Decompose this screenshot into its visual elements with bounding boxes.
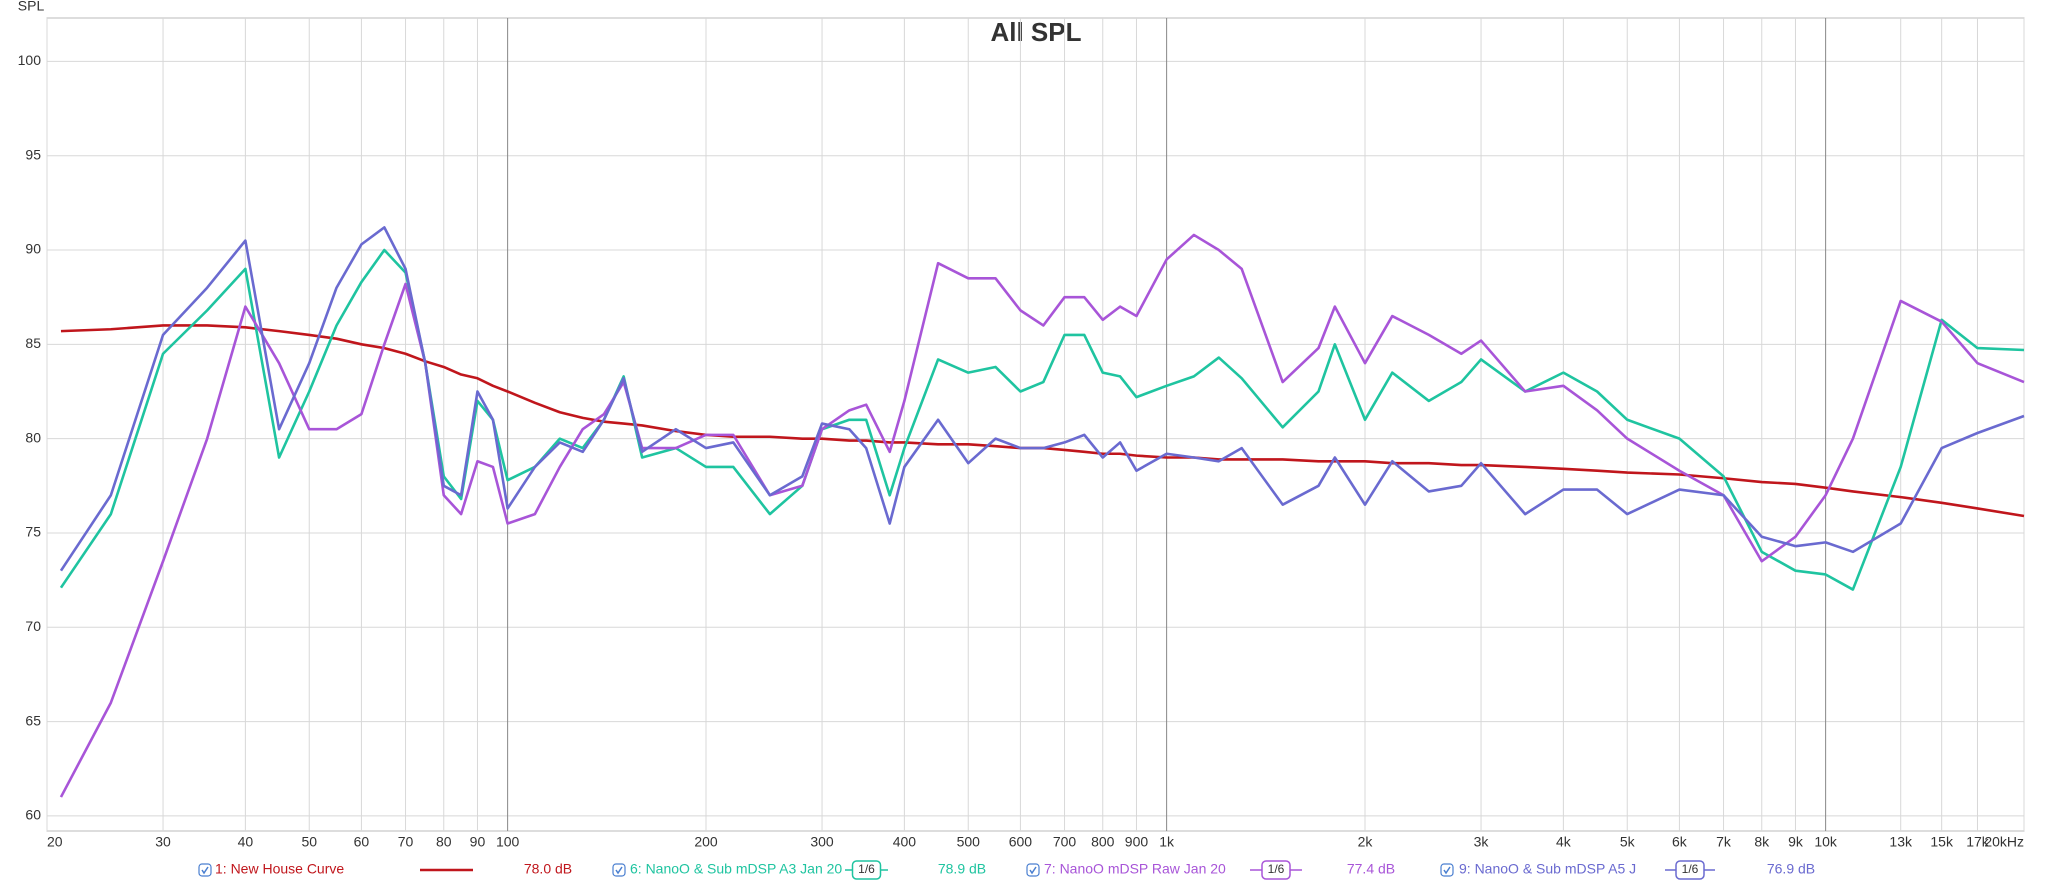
y-tick-label: 65 bbox=[25, 712, 41, 728]
x-tick-label: 7k bbox=[1716, 834, 1732, 850]
smoothing-button[interactable] bbox=[1261, 860, 1291, 880]
x-tick-label: 90 bbox=[470, 834, 486, 850]
x-tick-label: 1k bbox=[1159, 834, 1175, 850]
x-tick-label: 13k bbox=[1889, 834, 1913, 850]
checkmark bbox=[1443, 866, 1451, 875]
legend-level: 78.0 dB bbox=[524, 861, 572, 877]
legend-checkbox[interactable] bbox=[198, 863, 212, 877]
legend-checkbox[interactable] bbox=[1440, 863, 1454, 877]
legend-level: 76.9 dB bbox=[1767, 861, 1815, 877]
x-tick-label: 4k bbox=[1556, 834, 1572, 850]
x-tick-label: 900 bbox=[1125, 834, 1149, 850]
series-line bbox=[60, 324, 2025, 518]
smoothing-button[interactable] bbox=[851, 860, 882, 880]
x-tick-label: 30 bbox=[155, 834, 171, 850]
y-tick-label: 60 bbox=[25, 807, 41, 823]
series-line bbox=[59, 226, 2025, 572]
x-tick-label: 15k bbox=[1930, 834, 1954, 850]
x-tick-label: 70 bbox=[398, 834, 414, 850]
legend-label[interactable]: 7: NanoO mDSP Raw Jan 20 bbox=[1044, 861, 1226, 877]
legend-checkbox[interactable] bbox=[612, 863, 626, 877]
smoothing-button[interactable] bbox=[1675, 860, 1705, 880]
x-tick-label: 100 bbox=[496, 834, 520, 850]
smoothing-label: 1/6 bbox=[858, 862, 875, 876]
x-tick-label: 200 bbox=[694, 834, 718, 850]
checkmark bbox=[1029, 866, 1037, 875]
y-tick-label: 80 bbox=[25, 429, 41, 445]
legend-item: 7: NanoO mDSP Raw Jan 20 1/6 77.4 dB bbox=[1026, 860, 1395, 880]
checkmark bbox=[201, 866, 209, 875]
x-tick-label: 80 bbox=[436, 834, 452, 850]
smoothing-label: 1/6 bbox=[1268, 862, 1285, 876]
legend-checkbox[interactable] bbox=[1026, 863, 1040, 877]
y-tick-label: 85 bbox=[25, 335, 41, 351]
x-tick-label: 300 bbox=[810, 834, 834, 850]
legend-label[interactable]: 1: New House Curve bbox=[215, 861, 344, 877]
y-tick-label: 90 bbox=[25, 241, 41, 257]
x-tick-label: 50 bbox=[301, 834, 317, 850]
y-axis-label: SPL bbox=[18, 0, 45, 14]
chart-title: All SPL bbox=[990, 17, 1081, 47]
legend-level: 78.9 dB bbox=[938, 861, 986, 877]
legend-label[interactable]: 6: NanoO & Sub mDSP A3 Jan 20 bbox=[630, 861, 842, 877]
legend-label[interactable]: 9: NanoO & Sub mDSP A5 J bbox=[1459, 861, 1636, 877]
y-tick-label: 95 bbox=[25, 146, 41, 162]
x-tick-label: 10k bbox=[1814, 834, 1838, 850]
x-tick-label: 500 bbox=[957, 834, 981, 850]
x-tick-label: 400 bbox=[893, 834, 917, 850]
y-tick-label: 75 bbox=[25, 524, 41, 540]
x-tick-label: 17k bbox=[1966, 834, 1990, 850]
x-tick-label: 800 bbox=[1091, 834, 1115, 850]
x-tick-label: 20 bbox=[47, 834, 63, 850]
legend-item: 1: New House Curve 78.0 dB bbox=[198, 861, 572, 877]
plot-area bbox=[46, 17, 2025, 832]
x-tick-label: 700 bbox=[1053, 834, 1077, 850]
x-tick-label: 20kHz bbox=[1984, 834, 2024, 850]
x-tick-label: 600 bbox=[1009, 834, 1033, 850]
checkmark bbox=[615, 866, 623, 875]
legend-level: 77.4 dB bbox=[1347, 861, 1395, 877]
grid bbox=[46, 18, 2025, 831]
x-tick-label: 9k bbox=[1788, 834, 1804, 850]
legend-item: 9: NanoO & Sub mDSP A5 J 1/6 76.9 dB bbox=[1440, 860, 1815, 880]
x-tick-label: 60 bbox=[354, 834, 370, 850]
smoothing-label: 1/6 bbox=[1682, 862, 1699, 876]
x-tick-label: 2k bbox=[1358, 834, 1374, 850]
legend-item: 6: NanoO & Sub mDSP A3 Jan 20 1/6 78.9 dB bbox=[612, 860, 986, 880]
y-tick-label: 100 bbox=[18, 52, 42, 68]
x-tick-label: 8k bbox=[1754, 834, 1770, 850]
x-tick-label: 6k bbox=[1672, 834, 1688, 850]
x-tick-label: 3k bbox=[1474, 834, 1490, 850]
x-tick-label: 40 bbox=[238, 834, 254, 850]
x-tick-label: 5k bbox=[1620, 834, 1636, 850]
y-tick-label: 70 bbox=[25, 618, 41, 634]
